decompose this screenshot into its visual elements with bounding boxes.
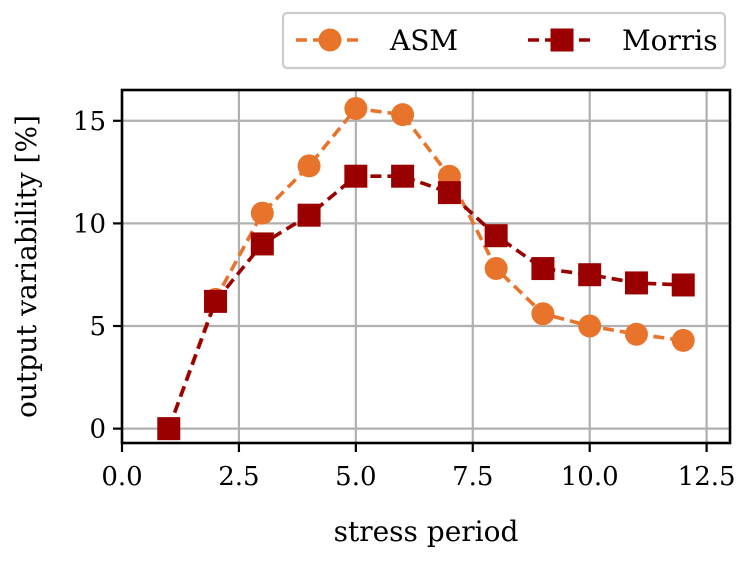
axis-ticks: 0.0 2.5 5.0 7.5 10.0 12.5 0 5 10 15: [73, 107, 736, 492]
data-point: [391, 164, 415, 188]
legend-entry-asm: ASM: [296, 24, 458, 57]
data-point: [624, 322, 648, 346]
legend-marker: [550, 28, 574, 52]
y-axis-label: output variability [%]: [10, 115, 43, 418]
data-point: [204, 289, 228, 313]
legend-marker: [318, 28, 342, 52]
data-point: [671, 328, 695, 352]
legend-label: Morris: [622, 24, 718, 57]
data-point: [578, 263, 602, 287]
data-point: [344, 164, 368, 188]
data-point: [391, 103, 415, 127]
data-point: [484, 257, 508, 281]
data-point: [250, 201, 274, 225]
x-tick-label: 5.0: [335, 462, 376, 492]
y-tick-label: 15: [73, 107, 106, 137]
x-tick-label: 2.5: [218, 462, 259, 492]
grid-lines: [120, 90, 730, 443]
data-point: [671, 273, 695, 297]
data-point: [578, 314, 602, 338]
plot-frame: [120, 88, 732, 445]
y-tick-label: 0: [89, 415, 106, 445]
x-tick-label: 10.0: [561, 462, 619, 492]
data-point: [157, 417, 181, 441]
data-point: [624, 271, 648, 295]
data-point: [297, 154, 321, 178]
data-point: [531, 302, 555, 326]
legend-label: ASM: [389, 24, 458, 57]
data-point: [297, 203, 321, 227]
series-morris: [157, 164, 695, 441]
x-tick-label: 0.0: [101, 462, 142, 492]
y-tick-label: 10: [73, 209, 106, 239]
series-line: [167, 106, 684, 430]
legend: ASM Morris: [281, 11, 727, 70]
x-tick-label: 7.5: [452, 462, 493, 492]
data-point: [344, 96, 368, 120]
data-point: [437, 181, 461, 205]
legend-box: [281, 11, 727, 70]
legend-entry-morris: Morris: [528, 24, 718, 57]
series-layer: [157, 96, 695, 441]
data-point: [484, 224, 508, 248]
data-point: [531, 257, 555, 281]
data-point: [250, 232, 274, 256]
y-tick-label: 5: [89, 312, 106, 342]
x-tick-label: 12.5: [678, 462, 736, 492]
x-axis-label: stress period: [334, 515, 519, 548]
